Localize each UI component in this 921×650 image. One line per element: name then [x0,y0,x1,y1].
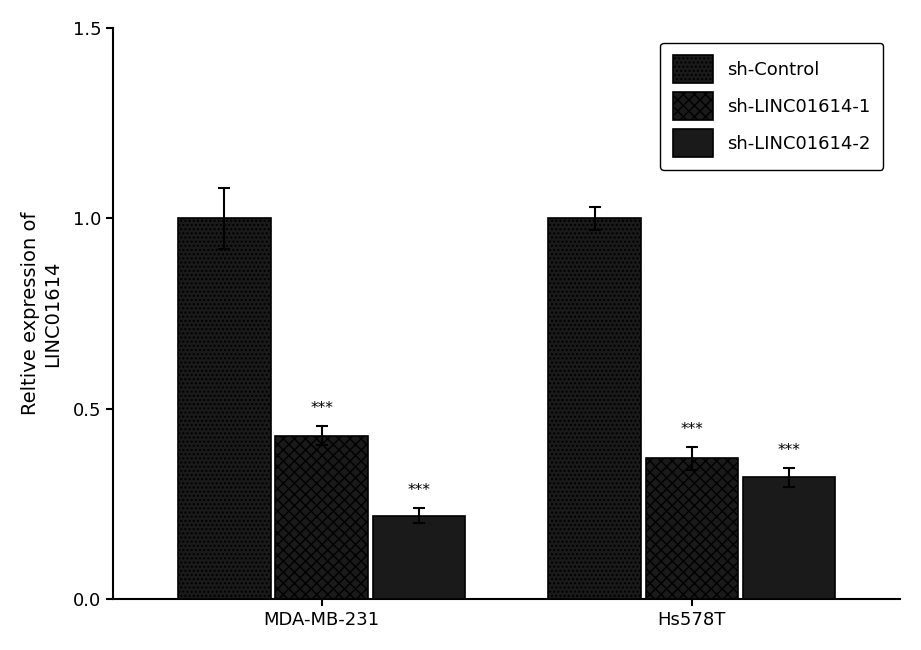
Bar [743,478,835,599]
Y-axis label: Reltive expression of
LINC01614: Reltive expression of LINC01614 [21,212,62,415]
Bar [646,458,738,599]
Text: ***: *** [407,484,430,499]
Bar [548,218,641,599]
Text: ***: *** [681,422,704,437]
Text: ***: *** [310,402,333,417]
Bar [373,515,465,599]
Bar [275,436,367,599]
Legend: sh-Control, sh-LINC01614-1, sh-LINC01614-2: sh-Control, sh-LINC01614-1, sh-LINC01614… [660,43,883,170]
Bar [178,218,271,599]
Text: ***: *** [777,443,800,458]
